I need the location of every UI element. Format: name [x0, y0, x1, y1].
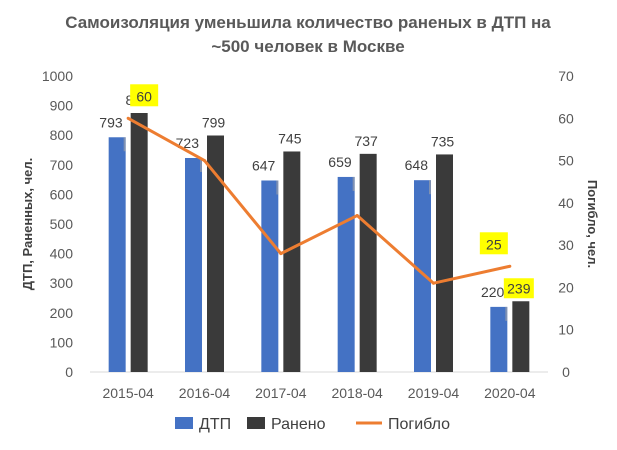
bar-data-label: 735	[431, 133, 455, 149]
legend-label: Погибло	[388, 416, 450, 433]
y-tick-label: 400	[50, 246, 74, 262]
bar-дтп	[414, 180, 431, 372]
legend-swatch-ранено	[247, 417, 265, 429]
bar-дтп	[337, 176, 355, 372]
x-tick-label: 2017-04	[255, 385, 307, 401]
legend-label: Ранено	[271, 416, 326, 433]
y-tick-label: 200	[50, 305, 74, 321]
legend-label: ДТП	[199, 416, 231, 433]
line-data-label: 25	[486, 236, 502, 252]
bar-ранено	[283, 151, 301, 372]
line-data-label-highlight	[130, 84, 159, 107]
legend-swatch-дтп	[175, 417, 193, 429]
y-axis-title: ДТП, Раненных, чел.	[20, 158, 35, 291]
bar-ранено	[359, 153, 377, 372]
y2-tick-label: 40	[558, 195, 574, 211]
bar-label-leader	[429, 180, 431, 195]
bar-data-label: 737	[354, 133, 378, 149]
bar-data-label: 745	[278, 130, 302, 146]
legend: ДТП Ранено Погибло	[175, 416, 450, 433]
y2-tick-label: 0	[562, 364, 570, 380]
bar-ранено	[130, 113, 148, 372]
y-tick-label: 600	[50, 186, 74, 202]
y2-tick-label: 10	[558, 322, 574, 338]
line-data-label-highlight	[479, 232, 508, 255]
line-point	[279, 252, 283, 256]
line-point	[126, 116, 130, 120]
y-tick-label: 900	[50, 98, 74, 114]
y-tick-label: 300	[50, 275, 74, 291]
bar-дтп	[108, 137, 126, 372]
bar-data-label: 723	[176, 135, 200, 151]
bar-ранено	[512, 301, 530, 372]
chart-title-line-2: ~500 человек в Москве	[211, 37, 404, 56]
y-tick-label: 100	[50, 334, 74, 350]
chart-title-line-1: Самоизоляция уменьшила количество ранены…	[65, 13, 551, 32]
line-погибло	[127, 116, 511, 285]
bar-label-leader	[123, 137, 126, 152]
bar-дтп	[185, 157, 202, 372]
bar-дтп	[490, 306, 508, 372]
bar-data-label: 793	[99, 114, 123, 130]
y2-axis-title: Погибло, чел.	[585, 180, 600, 268]
y2-tick-label: 60	[558, 110, 574, 126]
x-tick-label: 2018-04	[331, 385, 383, 401]
bar-data-label: 239	[507, 280, 531, 296]
bar-label-leader	[200, 157, 202, 172]
bar-data-label: 648	[405, 157, 429, 173]
y2-tick-label: 70	[558, 68, 574, 84]
y-tick-label: 500	[50, 216, 74, 232]
bar-data-label: 220	[481, 284, 505, 300]
plot-area: 0 100 200 300 400 500 600 700 800 900 1000 0 10 20 30 4…	[42, 68, 574, 401]
x-tick-label: 2019-04	[408, 385, 460, 401]
bar-data-label: 647	[252, 157, 276, 173]
y-tick-label: 800	[50, 127, 74, 143]
x-tick-label: 2015-04	[102, 385, 154, 401]
bar-label-leader	[276, 180, 279, 195]
y-tick-label: 1000	[42, 68, 73, 84]
bar-data-label: 799	[202, 114, 226, 130]
data-label-highlight	[503, 278, 534, 299]
bar-дтп	[261, 180, 279, 372]
y-tick-label: 0	[65, 364, 73, 380]
x-tick-label: 2016-04	[179, 385, 231, 401]
line-point	[508, 264, 512, 268]
y2-tick-label: 20	[558, 279, 574, 295]
y2-tick-label: 50	[558, 153, 574, 169]
bar-label-leader	[352, 176, 355, 191]
y2-tick-label: 30	[558, 237, 574, 253]
bar-data-label: 659	[328, 154, 352, 170]
line-point	[432, 281, 435, 285]
bar-ранено	[207, 135, 224, 372]
y-tick-label: 700	[50, 157, 74, 173]
bar-label-leader	[505, 306, 508, 321]
bar-ранено	[436, 154, 453, 372]
line-data-label: 60	[136, 88, 152, 104]
x-tick-label: 2020-04	[484, 385, 536, 401]
line-point	[203, 159, 206, 163]
line-point	[355, 214, 359, 218]
